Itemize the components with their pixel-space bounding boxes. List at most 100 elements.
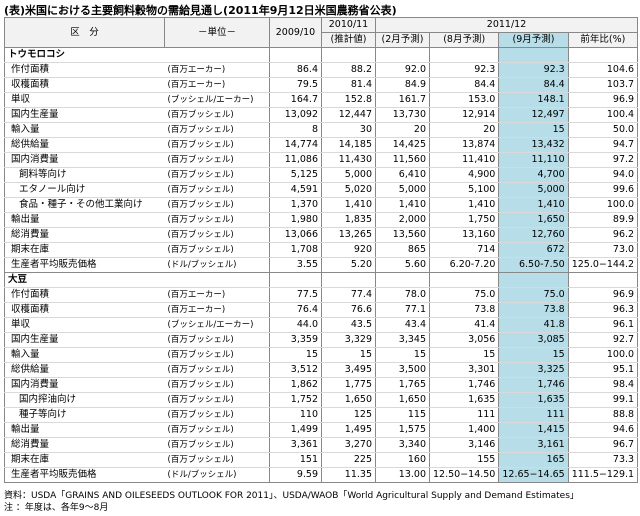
- value-2011-aug: 4,900: [428, 167, 500, 183]
- value-2011-aug: 1,750: [428, 212, 500, 228]
- value-2011-feb: 5.60: [375, 257, 430, 273]
- section-blank-cell: [428, 272, 500, 288]
- section-header-row: 大豆: [4, 272, 639, 288]
- value-yoy: 100.0: [567, 197, 639, 213]
- value-2009: 3,361: [269, 437, 322, 453]
- value-2010: 3,270: [321, 437, 376, 453]
- value-yoy: 98.4: [567, 377, 639, 393]
- value-2011-aug: 155: [428, 452, 500, 468]
- value-2011-feb: 84.9: [375, 77, 430, 93]
- value-yoy: 104.6: [567, 62, 639, 78]
- value-2010: 76.6: [321, 302, 376, 318]
- value-2011-feb: 1,765: [375, 377, 430, 393]
- value-2011-feb: 92.0: [375, 62, 430, 78]
- value-2011-sep: 73.8: [498, 302, 569, 318]
- value-2011-sep: 5,000: [498, 182, 569, 198]
- value-2009: 1,499: [269, 422, 322, 438]
- row-unit: (百万ブッシェル): [164, 212, 270, 228]
- row-item-label: 飼料等向け: [4, 167, 165, 183]
- value-2010: 152.8: [321, 92, 376, 108]
- row-item-label: 国内搾油向け: [4, 392, 165, 408]
- value-2011-sep: 12.65−14.65: [498, 467, 569, 483]
- section-blank-cell: [375, 47, 430, 63]
- value-2009: 86.4: [269, 62, 322, 78]
- value-2011-aug: 75.0: [428, 287, 500, 303]
- row-item-label: 国内消費量: [4, 152, 165, 168]
- value-2011-aug: 13,160: [428, 227, 500, 243]
- value-2010: 11.35: [321, 467, 376, 483]
- value-2010: 30: [321, 122, 376, 138]
- value-2010: 14,185: [321, 137, 376, 153]
- row-unit: (ブッシェル/エーカー): [164, 92, 270, 108]
- table-row: 生産者平均販売価格 (ドル/ブッシェル) 3.55 5.20 5.60 6.20-7.20…: [4, 257, 639, 273]
- value-2009: 11,086: [269, 152, 322, 168]
- value-2009: 1,708: [269, 242, 322, 258]
- row-item-label: 総消費量: [4, 227, 165, 243]
- value-2011-feb: 1,410: [375, 197, 430, 213]
- value-2010: 920: [321, 242, 376, 258]
- value-2011-sep: 15: [498, 122, 569, 138]
- row-unit: (百万ブッシェル): [164, 377, 270, 393]
- value-2011-aug: 11,410: [428, 152, 500, 168]
- value-2011-feb: 161.7: [375, 92, 430, 108]
- row-unit: (百万ブッシェル): [164, 197, 270, 213]
- section-blank-cell: [567, 272, 639, 288]
- value-2009: 1,752: [269, 392, 322, 408]
- row-unit: (百万ブッシェル): [164, 167, 270, 183]
- value-2011-sep: 3,161: [498, 437, 569, 453]
- value-2011-aug: 1,746: [428, 377, 500, 393]
- section-header-row: トウモロコシ: [4, 47, 639, 63]
- section-blank-cell: [164, 47, 270, 63]
- value-2011-aug: 1,635: [428, 392, 500, 408]
- value-yoy: 73.0: [567, 242, 639, 258]
- header-2010-estimate: (推計値): [321, 32, 376, 48]
- row-item-label: 輸出量: [4, 212, 165, 228]
- value-2010: 43.5: [321, 317, 376, 333]
- value-2011-sep: 3,325: [498, 362, 569, 378]
- value-2010: 88.2: [321, 62, 376, 78]
- row-item-label: 収穫面積: [4, 77, 165, 93]
- row-unit: (百万エーカー): [164, 302, 270, 318]
- table-row: 輸出量 (百万ブッシェル) 1,499 1,495 1,575 1,400 1,415 94.…: [4, 422, 639, 438]
- table-row: 生産者平均販売価格 (ドル/ブッシェル) 9.59 11.35 13.00 12.50−1…: [4, 467, 639, 483]
- row-unit: (ブッシェル/エーカー): [164, 317, 270, 333]
- row-unit: (百万ブッシェル): [164, 227, 270, 243]
- value-yoy: 50.0: [567, 122, 639, 138]
- value-2010: 15: [321, 347, 376, 363]
- value-2011-sep: 12,497: [498, 107, 569, 123]
- value-yoy: 89.9: [567, 212, 639, 228]
- section-blank-cell: [269, 272, 322, 288]
- value-2010: 225: [321, 452, 376, 468]
- header-sep-forecast: (9月予測): [498, 32, 569, 48]
- value-yoy: 96.1: [567, 317, 639, 333]
- row-item-label: 総消費量: [4, 437, 165, 453]
- header-aug-forecast: (8月予測): [428, 32, 500, 48]
- value-yoy: 103.7: [567, 77, 639, 93]
- value-2009: 3,359: [269, 332, 322, 348]
- value-yoy: 95.1: [567, 362, 639, 378]
- footnotes: 資料：USDA「GRAINS AND OILESEEDS OUTLOOK FOR…: [4, 490, 579, 514]
- value-2010: 1,650: [321, 392, 376, 408]
- row-unit: (百万ブッシェル): [164, 332, 270, 348]
- row-unit: (百万ブッシェル): [164, 122, 270, 138]
- value-2009: 164.7: [269, 92, 322, 108]
- table-title: (表)米国における主要飼料穀物の需給見通し(2011年9月12日米国農務省公表): [4, 4, 397, 17]
- table-row: エタノール向け (百万ブッシェル) 4,591 5,020 5,000 5,100 5,00…: [4, 182, 639, 198]
- row-item-label: 作付面積: [4, 62, 165, 78]
- row-unit: (百万ブッシェル): [164, 347, 270, 363]
- row-item-label: 作付面積: [4, 287, 165, 303]
- value-2011-feb: 77.1: [375, 302, 430, 318]
- value-2009: 8: [269, 122, 322, 138]
- value-2011-aug: 1,410: [428, 197, 500, 213]
- value-yoy: 125.0−144.2: [567, 257, 639, 273]
- value-yoy: 73.3: [567, 452, 639, 468]
- value-2010: 77.4: [321, 287, 376, 303]
- value-2010: 1,410: [321, 197, 376, 213]
- table-row: 国内搾油向け (百万ブッシェル) 1,752 1,650 1,650 1,635 1,635…: [4, 392, 639, 408]
- table-row: 総消費量 (百万ブッシェル) 3,361 3,270 3,340 3,146 3,161 96…: [4, 437, 639, 453]
- row-item-label: エタノール向け: [4, 182, 165, 198]
- header-unit: －単位－: [164, 17, 270, 48]
- value-2011-sep: 1,746: [498, 377, 569, 393]
- row-unit: (百万ブッシェル): [164, 182, 270, 198]
- value-2011-aug: 714: [428, 242, 500, 258]
